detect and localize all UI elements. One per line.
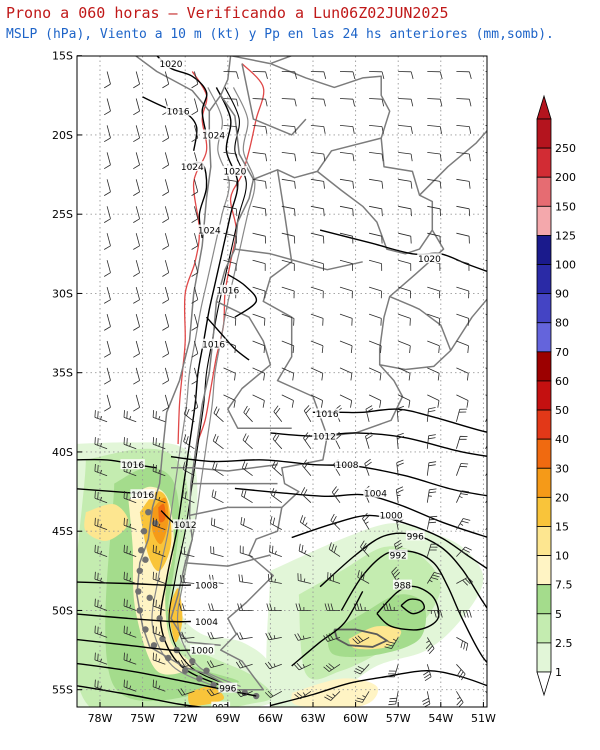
lon-label: 57W xyxy=(386,712,411,725)
isobar-label: 1000 xyxy=(380,512,403,522)
lat-label: 40S xyxy=(52,446,73,459)
lon-label: 60W xyxy=(343,712,368,725)
longitude-labels: 78W 75W 72W 69W 66W 63W 60W 57W 54W 51W xyxy=(88,702,496,725)
lon-label: 51W xyxy=(471,712,496,725)
colorbar-swatch xyxy=(536,584,552,615)
colorbar-label: 15 xyxy=(555,520,569,533)
colorbar-swatch xyxy=(536,264,552,295)
colorbar-swatch xyxy=(536,205,552,236)
colorbar-swatch xyxy=(536,438,552,469)
isobar-label: 1016 xyxy=(316,410,339,420)
isobar-label: 1004 xyxy=(364,489,387,499)
lon-label: 72W xyxy=(173,712,198,725)
colorbar-swatch xyxy=(536,147,552,178)
map-title: Prono a 060 horas – Verificando a Lun06Z… xyxy=(6,4,449,22)
colorbar-label: 5 xyxy=(555,608,562,621)
colorbar-swatch xyxy=(536,118,552,149)
colorbar-swatch xyxy=(536,613,552,644)
colorbar-label: 60 xyxy=(555,375,569,388)
colorbar-swatch xyxy=(536,176,552,207)
isobar-label: 1008 xyxy=(195,581,218,591)
isobar-label: 1020 xyxy=(160,60,183,70)
lon-label: 78W xyxy=(88,712,113,725)
isobar-label: 988 xyxy=(394,581,411,591)
colorbar-swatch xyxy=(536,496,552,527)
isobar-label: 1016 xyxy=(167,107,190,117)
isobar-label: 1024 xyxy=(198,226,221,236)
lat-label: 50S xyxy=(52,604,73,617)
colorbar-swatch xyxy=(536,293,552,324)
colorbar-label: 1 xyxy=(555,666,562,679)
isobar-label: 1020 xyxy=(223,168,246,178)
colorbar-swatch xyxy=(536,235,552,265)
lon-label: 75W xyxy=(130,712,155,725)
isobar-label: 1004 xyxy=(195,618,218,628)
isobar-label: 1024 xyxy=(202,131,225,141)
colorbar-label: 50 xyxy=(555,404,569,417)
colorbar-label: 10 xyxy=(555,550,569,563)
isobar-label: 1016 xyxy=(216,287,239,297)
country-borders xyxy=(135,56,487,700)
isobar-label: 1000 xyxy=(191,646,214,656)
colorbar-label: 125 xyxy=(555,229,576,242)
colorbar-swatch xyxy=(536,642,552,673)
colorbar-label: 150 xyxy=(555,200,576,213)
colorbar-top-arrow xyxy=(536,94,552,120)
colorbar-swatch xyxy=(536,351,552,382)
colorbar-label: 200 xyxy=(555,171,576,184)
lat-label: 45S xyxy=(52,525,73,538)
colorbar-swatch xyxy=(536,409,552,440)
colorbar-label: 20 xyxy=(555,491,569,504)
lat-label: 25S xyxy=(52,208,73,221)
colorbar-label: 80 xyxy=(555,317,569,330)
colorbar-label: 2.5 xyxy=(555,637,573,650)
isobar-label: 992 xyxy=(390,551,407,561)
isobar-labels: 1020 1016 1024 1024 1020 1024 1020 1016 1016 1016… xyxy=(120,58,442,713)
isobar-label: 996 xyxy=(407,532,424,542)
colorbar-swatch xyxy=(536,380,552,411)
wind-barbs xyxy=(94,71,487,707)
colorbar-label: 100 xyxy=(555,259,576,272)
lat-label: 35S xyxy=(52,367,73,380)
isobar-label: 996 xyxy=(219,684,236,694)
latitude-labels: 15S 20S 25S 30S 35S 40S 45S 50S 55S xyxy=(52,50,82,697)
lon-label: 66W xyxy=(258,712,283,725)
isobar-label: 992 xyxy=(212,703,229,713)
isobar-label: 1016 xyxy=(121,461,144,471)
colorbar-label: 30 xyxy=(555,462,569,475)
graticule xyxy=(77,56,487,707)
isobar-label: 1016 xyxy=(202,340,225,350)
lon-label: 54W xyxy=(428,712,453,725)
colorbar-swatch xyxy=(536,322,552,353)
colorbar-label: 250 xyxy=(555,142,576,155)
lat-label: 20S xyxy=(52,129,73,142)
lat-label: 55S xyxy=(52,684,73,697)
isobar-label: 1016 xyxy=(131,491,154,501)
lon-label: 69W xyxy=(215,712,240,725)
colorbar-label: 90 xyxy=(555,288,569,301)
colorbar-bottom-arrow xyxy=(536,671,552,697)
colorbar-labels: 250 200 150 125 100 90 80 70 60 50 40 30 20 15 10 7.5 5 2… xyxy=(555,142,576,679)
isobar-label: 1024 xyxy=(181,163,204,173)
isobar-label: 1008 xyxy=(336,461,359,471)
lat-label: 15S xyxy=(52,50,73,63)
colorbar-label: 40 xyxy=(555,433,569,446)
plot-frame xyxy=(76,55,488,708)
lon-label: 63W xyxy=(301,712,326,725)
colorbar-swatch xyxy=(536,526,552,556)
isobar-label: 1012 xyxy=(313,432,336,442)
colorbar-label: 70 xyxy=(555,346,569,359)
colorbar-swatch xyxy=(536,467,552,498)
colorbar-label: 7.5 xyxy=(555,579,573,592)
isobar-label: 1012 xyxy=(174,521,197,531)
map-subtitle: MSLP (hPa), Viento a 10 m (kt) y Pp en l… xyxy=(6,27,554,42)
isobar-label: 1020 xyxy=(418,255,441,265)
lat-label: 30S xyxy=(52,287,73,300)
colorbar-boxes xyxy=(536,94,552,697)
colorbar-swatch xyxy=(536,555,552,586)
